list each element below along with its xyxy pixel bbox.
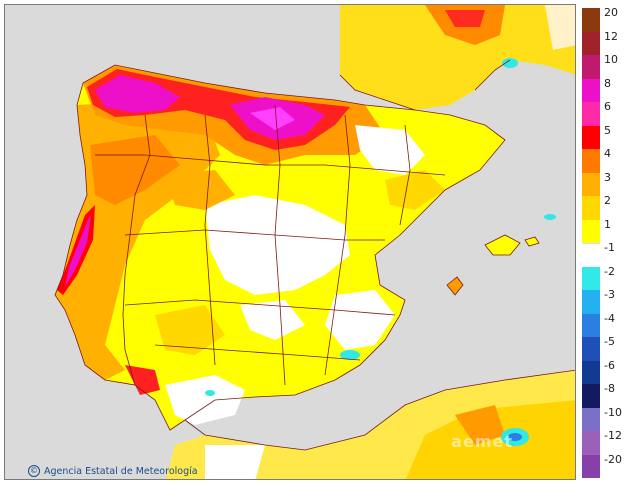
murcia-cool-spot xyxy=(340,350,360,360)
province-borders xyxy=(54,59,575,451)
copyright-icon: © xyxy=(28,465,40,477)
legend-label: 6 xyxy=(604,100,611,113)
legend-label: -20 xyxy=(604,452,622,466)
legend-label: -12 xyxy=(604,429,622,442)
legend-label: -5 xyxy=(604,335,615,348)
watermark: aemet xyxy=(451,432,513,451)
legend-label: -8 xyxy=(604,382,615,395)
southeast-white-zone xyxy=(325,290,395,350)
legend-swatch xyxy=(582,196,600,220)
legend-label: 8 xyxy=(604,76,611,90)
legend-label: -6 xyxy=(604,358,615,372)
legend-swatch xyxy=(582,431,600,455)
legend-swatch xyxy=(582,407,600,431)
catalonia-yellow xyxy=(385,170,445,210)
legend-label: 10 xyxy=(604,53,618,66)
legend-label: 1 xyxy=(604,217,611,231)
andalusia-white-zone xyxy=(165,375,245,425)
legend-swatch xyxy=(582,55,600,79)
menorca xyxy=(524,236,540,247)
anomaly-map: aemet xyxy=(4,4,576,480)
attribution: © Agencia Estatal de Meteorología xyxy=(28,465,198,477)
legend-swatch xyxy=(582,313,600,337)
gulf-cool-spot xyxy=(502,58,518,68)
legend-swatch xyxy=(582,31,600,55)
legend-label: -3 xyxy=(604,288,615,301)
legend-swatch xyxy=(582,384,600,408)
legend-label: -2 xyxy=(604,264,615,278)
mallorca xyxy=(484,234,521,256)
legend-swatch xyxy=(582,102,600,126)
legend-label: 5 xyxy=(604,123,611,137)
legend-swatch xyxy=(582,243,600,267)
legend-swatch xyxy=(582,337,600,361)
legend-label: 2 xyxy=(604,194,611,207)
legend-label: 4 xyxy=(604,147,611,160)
legend-label: -1 xyxy=(604,241,615,254)
galicia-orange xyxy=(90,135,180,205)
legend-swatch xyxy=(582,78,600,102)
sardinia-cool-spot xyxy=(544,214,556,220)
ebro-white-zone xyxy=(355,125,425,175)
legend-swatch xyxy=(582,454,600,478)
legend-label: -10 xyxy=(604,405,622,419)
legend-swatch xyxy=(582,149,600,173)
africa-orange-patch xyxy=(455,405,505,445)
attribution-text: Agencia Estatal de Meteorología xyxy=(44,465,198,477)
cantabria-core xyxy=(250,107,295,130)
color-legend: 20 12 10 8 6 5 4 3 2 1 -1 -2 -3 -4 -5 -6 -8 -10 -12 -20 xyxy=(582,6,628,478)
legend-label: 20 xyxy=(604,6,618,19)
lamancha-white-zone xyxy=(240,300,305,340)
legend-swatch xyxy=(582,125,600,149)
map-canvas xyxy=(5,5,575,479)
france-land xyxy=(340,5,575,110)
legend-swatch xyxy=(582,219,600,243)
south-yellow-patch xyxy=(155,305,225,355)
legend-swatch xyxy=(582,290,600,314)
cadiz-cool-spot xyxy=(205,390,215,396)
duero-orange-patch xyxy=(165,170,235,210)
legend-label: -4 xyxy=(604,311,615,325)
legend-label: 12 xyxy=(604,29,618,43)
legend-swatch xyxy=(582,172,600,196)
legend-swatch xyxy=(582,360,600,384)
coast-magenta-streak xyxy=(65,215,91,287)
ibiza xyxy=(446,276,464,296)
africa-cold-core xyxy=(508,433,522,441)
legend-swatch xyxy=(582,266,600,290)
huelva-hot-patch xyxy=(125,365,160,395)
north-belt-magenta xyxy=(95,75,180,113)
central-white-zone xyxy=(205,195,350,295)
africa-white-patch xyxy=(205,445,265,479)
france-hot-patch xyxy=(445,10,485,27)
legend-label: 3 xyxy=(604,170,611,184)
alps-pale-patch xyxy=(545,5,575,50)
legend-swatch xyxy=(582,8,600,32)
